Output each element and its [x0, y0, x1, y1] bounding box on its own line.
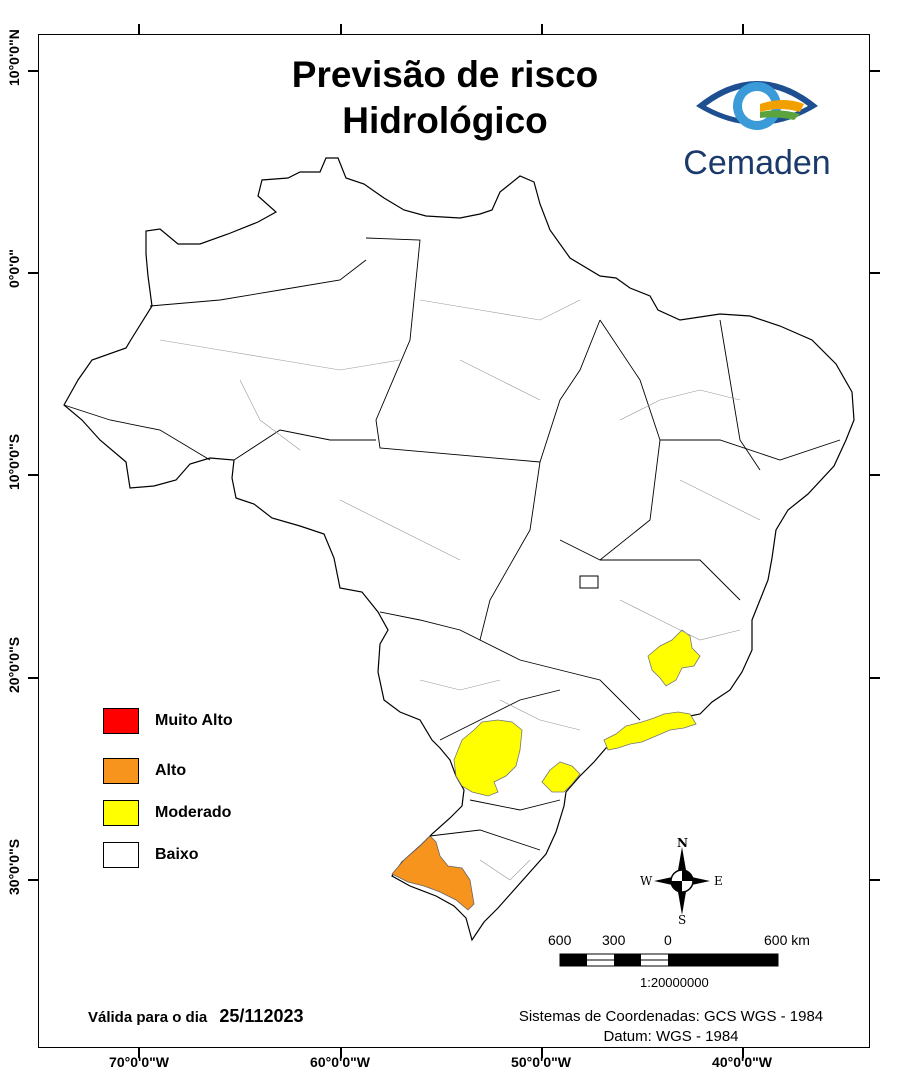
scale-label-300: 300: [602, 932, 626, 948]
coordinate-system-line-2: Datum: WGS - 1984: [603, 1028, 739, 1045]
validity-note: Válida para o dia 25/112023: [88, 1006, 303, 1027]
scale-label-600-km: 600 km: [764, 932, 810, 948]
region-moderate-pr-east: [541, 761, 581, 793]
tick-bottom-50w: [541, 1048, 543, 1058]
legend-label-baixo: Baixo: [155, 846, 199, 863]
title-line-2: Hidrológico: [342, 100, 548, 141]
brazil-outline: [63, 157, 855, 942]
tick-bottom-40w: [742, 1048, 744, 1058]
region-moderate-coast: [603, 711, 697, 751]
tick-left-10s: [28, 474, 38, 476]
legend-swatch-alto: [103, 758, 139, 784]
x-label-50w: 50°0'0"W: [511, 1054, 571, 1070]
compass-e: E: [714, 874, 723, 888]
legend-item-baixo: Baixo: [103, 842, 199, 868]
coordinate-system-note: Sistemas de Coordenadas: GCS WGS - 1984 …: [480, 1007, 862, 1047]
legend-swatch-moderado: [103, 800, 139, 826]
tick-top-50w: [541, 24, 543, 34]
legend-swatch-muito-alto: [103, 708, 139, 734]
map-frame: [38, 34, 870, 1048]
tick-left-10n: [28, 70, 38, 72]
scale-bar: [559, 953, 779, 967]
coordinate-system-line-1: Sistemas de Coordenadas: GCS WGS - 1984: [518, 1008, 824, 1025]
legend-item-alto: Alto: [103, 758, 186, 784]
x-label-70w: 70°0'0"W: [109, 1054, 169, 1070]
scale-ratio: 1:20000000: [640, 975, 709, 990]
tick-left-20s: [28, 677, 38, 679]
x-label-40w: 40°0'0"W: [712, 1054, 772, 1070]
tick-bottom-60w: [340, 1048, 342, 1058]
region-moderate-pr-west: [453, 719, 523, 797]
validity-prefix: Válida para o dia: [88, 1009, 208, 1026]
federal-district: [579, 575, 599, 589]
tick-top-60w: [340, 24, 342, 34]
tick-left-30s: [28, 879, 38, 881]
cemaden-logo: Cemaden: [672, 66, 842, 196]
compass-w: W: [640, 874, 653, 888]
region-high-rs: [391, 835, 475, 911]
compass-rose: [654, 847, 710, 915]
legend-label-alto: Alto: [155, 762, 187, 779]
tick-right-10n: [870, 70, 880, 72]
municipal-divisions: [159, 299, 761, 881]
legend-item-moderado: Moderado: [103, 800, 231, 826]
compass-s: S: [678, 913, 686, 927]
tick-left-0: [28, 272, 38, 274]
map-title: Previsão de risco Hidrológico: [230, 52, 660, 144]
legend-item-muito-alto: Muito Alto: [103, 708, 233, 734]
cemaden-eye-icon: [696, 81, 818, 130]
tick-top-70w: [138, 24, 140, 34]
tick-top-40w: [742, 24, 744, 34]
tick-right-10s: [870, 474, 880, 476]
legend-label-moderado: Moderado: [155, 804, 232, 821]
legend-swatch-baixo: [103, 842, 139, 868]
tick-bottom-70w: [138, 1048, 140, 1058]
validity-date: 25/112023: [219, 1006, 304, 1026]
x-label-60w: 60°0'0"W: [310, 1054, 370, 1070]
logo-text: Cemaden: [683, 144, 831, 182]
tick-right-30s: [870, 879, 880, 881]
internal-divisions: [63, 237, 841, 851]
tick-right-0: [870, 272, 880, 274]
region-moderate-mg: [647, 629, 701, 687]
legend-label-muito-alto: Muito Alto: [155, 712, 233, 729]
scale-label-0: 0: [664, 932, 672, 948]
tick-right-20s: [870, 677, 880, 679]
compass-n: N: [677, 836, 688, 850]
title-line-1: Previsão de risco: [291, 54, 599, 95]
scale-label-600-left: 600: [548, 932, 572, 948]
